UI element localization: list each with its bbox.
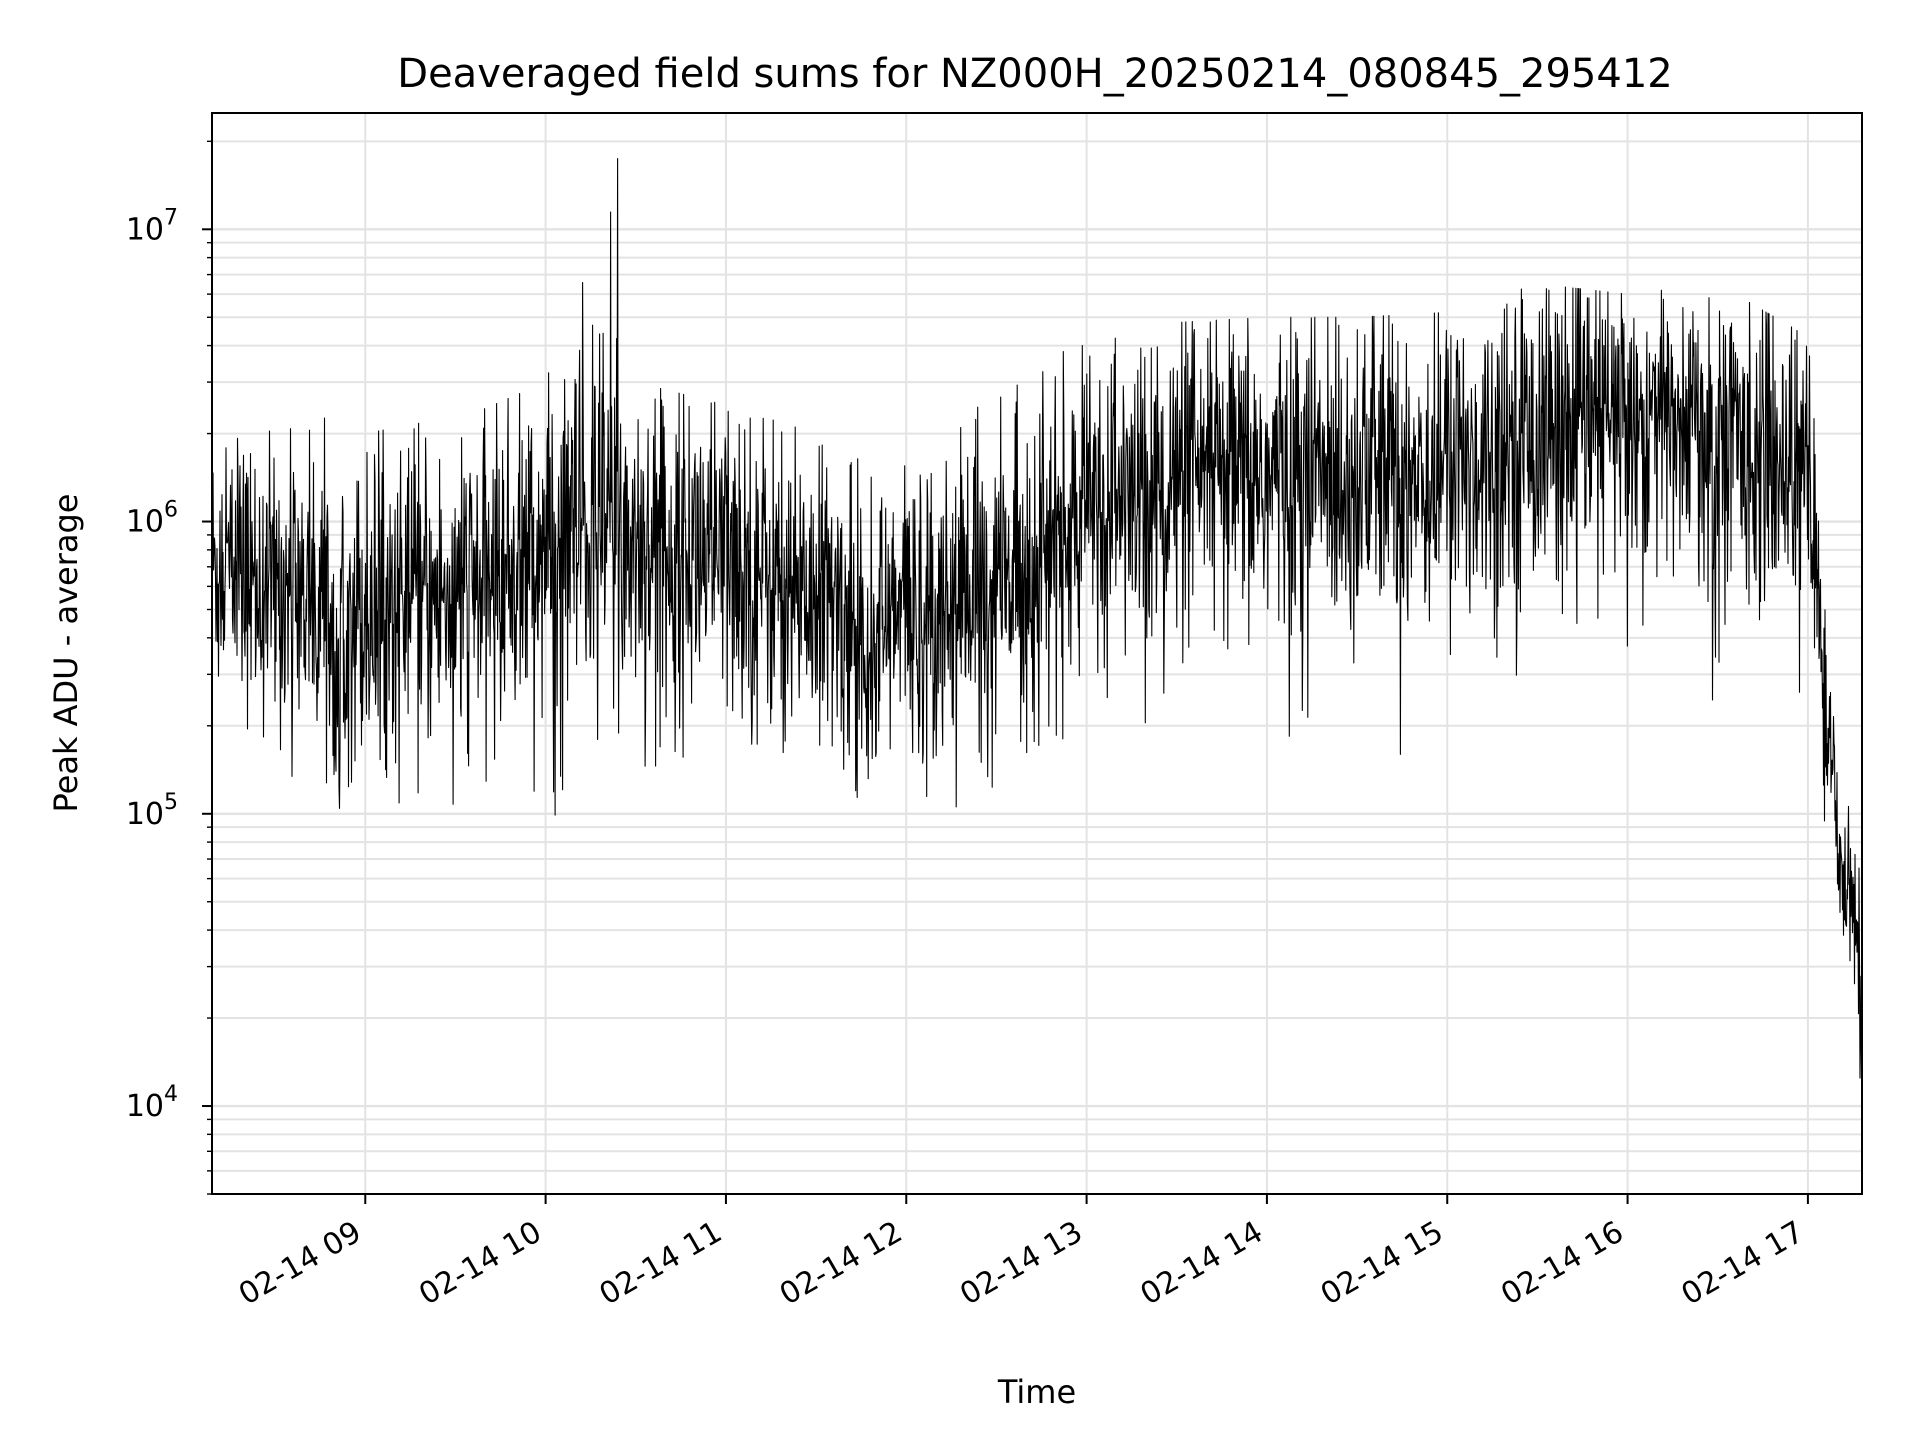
series-line xyxy=(211,158,1863,1080)
y-tick-base: 10 xyxy=(126,797,164,832)
y-tick-label: 106 xyxy=(126,498,178,540)
y-tick-base: 10 xyxy=(126,212,164,247)
y-axis-label: Peak ADU - average xyxy=(47,494,85,813)
y-tick-exponent: 6 xyxy=(164,498,178,523)
y-tick-base: 10 xyxy=(126,1089,164,1124)
y-tick-exponent: 7 xyxy=(164,205,178,230)
grid xyxy=(212,113,1862,1195)
x-axis-label: Time xyxy=(997,1373,1076,1411)
plot-frame xyxy=(211,112,1863,1195)
y-tick-base: 10 xyxy=(126,505,164,540)
y-tick-label: 105 xyxy=(126,790,178,832)
y-tick-label: 104 xyxy=(126,1082,178,1124)
plot-area xyxy=(211,158,1863,1080)
y-tick-exponent: 5 xyxy=(164,790,178,815)
y-tick-label: 107 xyxy=(126,205,178,247)
chart-title: Deaveraged field sums for NZ000H_2025021… xyxy=(397,51,1672,97)
y-tick-exponent: 4 xyxy=(164,1082,178,1107)
